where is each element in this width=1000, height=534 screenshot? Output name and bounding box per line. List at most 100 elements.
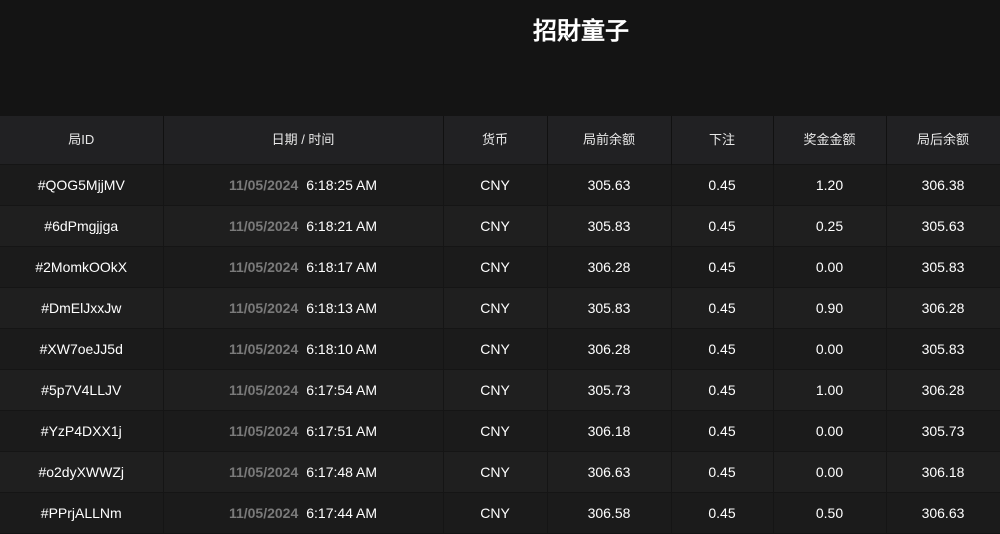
time: 6:17:51 AM [306, 422, 378, 439]
table-row[interactable]: #PPrjALLNm 11/05/2024 6:17:44 AM CNY 306.58 0… [0, 491, 1000, 533]
balance-before: 305.73 [547, 368, 672, 410]
col-balance-after: 局后余额 [886, 116, 1000, 164]
win-amount: 1.20 [773, 163, 887, 205]
col-balance-before: 局前余额 [547, 116, 672, 164]
bet: 0.45 [671, 450, 774, 492]
balance-after: 306.28 [886, 286, 1000, 328]
balance-before: 306.28 [547, 327, 672, 369]
balance-after: 306.38 [886, 163, 1000, 205]
date: 11/05/2024 [228, 176, 299, 193]
table-row[interactable]: #YzP4DXX1j 11/05/2024 6:17:51 AM CNY 306.18 0… [0, 409, 1000, 451]
bet: 0.45 [671, 286, 774, 328]
balance-after: 306.18 [886, 450, 1000, 492]
time: 6:18:21 AM [306, 217, 378, 234]
win-amount: 1.00 [773, 368, 887, 410]
datetime: 11/05/2024 6:18:17 AM [163, 245, 444, 287]
round-id: #2MomkOOkX [0, 245, 164, 287]
balance-after: 305.83 [886, 327, 1000, 369]
time: 6:17:48 AM [306, 463, 378, 480]
datetime: 11/05/2024 6:17:54 AM [163, 368, 444, 410]
currency: CNY [443, 327, 548, 369]
datetime: 11/05/2024 6:18:10 AM [163, 327, 444, 369]
balance-before: 305.83 [547, 286, 672, 328]
win-amount: 0.00 [773, 245, 887, 287]
bet: 0.45 [671, 163, 774, 205]
col-round-id: 局ID [0, 116, 164, 164]
round-id: #6dPmgjjga [0, 204, 164, 246]
date: 11/05/2024 [228, 258, 299, 275]
col-bet: 下注 [671, 116, 774, 164]
bet: 0.45 [671, 491, 774, 533]
win-amount: 0.25 [773, 204, 887, 246]
balance-before: 305.83 [547, 204, 672, 246]
datetime: 11/05/2024 6:18:21 AM [163, 204, 444, 246]
bet: 0.45 [671, 204, 774, 246]
page-title: 招財童子 [533, 17, 629, 45]
win-amount: 0.00 [773, 327, 887, 369]
currency: CNY [443, 245, 548, 287]
col-datetime: 日期 / 时间 [163, 116, 444, 164]
currency: CNY [443, 491, 548, 533]
round-id: #QOG5MjjMV [0, 163, 164, 205]
time: 6:18:13 AM [306, 299, 378, 316]
balance-after: 306.28 [886, 368, 1000, 410]
win-amount: 0.90 [773, 286, 887, 328]
table-row[interactable]: #XW7oeJJ5d 11/05/2024 6:18:10 AM CNY 306.28 0… [0, 327, 1000, 369]
balance-after: 305.73 [886, 409, 1000, 451]
balance-after: 305.83 [886, 245, 1000, 287]
history-table: 局ID 日期 / 时间 货币 局前余额 下注 奖金金额 局后余额 #QOG5Mj… [0, 116, 1000, 533]
balance-after: 306.63 [886, 491, 1000, 533]
date: 11/05/2024 [228, 340, 299, 357]
round-id: #DmElJxxJw [0, 286, 164, 328]
datetime: 11/05/2024 6:18:13 AM [163, 286, 444, 328]
table-row[interactable]: #6dPmgjjga 11/05/2024 6:18:21 AM CNY 305.83 0… [0, 204, 1000, 246]
win-amount: 0.50 [773, 491, 887, 533]
table-row[interactable]: #o2dyXWWZj 11/05/2024 6:17:48 AM CNY 306.63 0… [0, 450, 1000, 492]
balance-before: 306.63 [547, 450, 672, 492]
bet: 0.45 [671, 245, 774, 287]
table-header: 局ID 日期 / 时间 货币 局前余额 下注 奖金金额 局后余额 [0, 116, 1000, 164]
balance-before: 305.63 [547, 163, 672, 205]
currency: CNY [443, 409, 548, 451]
bet: 0.45 [671, 327, 774, 369]
round-id: #PPrjALLNm [0, 491, 164, 533]
round-id: #XW7oeJJ5d [0, 327, 164, 369]
time: 6:17:54 AM [306, 381, 378, 398]
balance-before: 306.58 [547, 491, 672, 533]
balance-before: 306.18 [547, 409, 672, 451]
time: 6:18:25 AM [306, 176, 378, 193]
date: 11/05/2024 [228, 504, 299, 521]
col-win: 奖金金额 [773, 116, 887, 164]
bet: 0.45 [671, 409, 774, 451]
table-row[interactable]: #QOG5MjjMV 11/05/2024 6:18:25 AM CNY 305.63 0… [0, 163, 1000, 205]
time: 6:18:17 AM [306, 258, 378, 275]
col-currency: 货币 [443, 116, 548, 164]
table-row[interactable]: #5p7V4LLJV 11/05/2024 6:17:54 AM CNY 305.73 0… [0, 368, 1000, 410]
datetime: 11/05/2024 6:18:25 AM [163, 163, 444, 205]
datetime: 11/05/2024 6:17:51 AM [163, 409, 444, 451]
time: 6:18:10 AM [306, 340, 378, 357]
win-amount: 0.00 [773, 409, 887, 451]
date: 11/05/2024 [228, 381, 299, 398]
header: 招財童子 [0, 0, 1000, 116]
date: 11/05/2024 [228, 463, 299, 480]
table-row[interactable]: #2MomkOOkX 11/05/2024 6:18:17 AM CNY 306.28 0… [0, 245, 1000, 287]
win-amount: 0.00 [773, 450, 887, 492]
datetime: 11/05/2024 6:17:44 AM [163, 491, 444, 533]
date: 11/05/2024 [228, 299, 299, 316]
currency: CNY [443, 286, 548, 328]
table-row[interactable]: #DmElJxxJw 11/05/2024 6:18:13 AM CNY 305.83 0… [0, 286, 1000, 328]
round-id: #YzP4DXX1j [0, 409, 164, 451]
balance-before: 306.28 [547, 245, 672, 287]
currency: CNY [443, 163, 548, 205]
currency: CNY [443, 368, 548, 410]
bet: 0.45 [671, 368, 774, 410]
date: 11/05/2024 [228, 217, 299, 234]
currency: CNY [443, 450, 548, 492]
date: 11/05/2024 [228, 422, 299, 439]
currency: CNY [443, 204, 548, 246]
datetime: 11/05/2024 6:17:48 AM [163, 450, 444, 492]
round-id: #o2dyXWWZj [0, 450, 164, 492]
time: 6:17:44 AM [306, 504, 378, 521]
round-id: #5p7V4LLJV [0, 368, 164, 410]
